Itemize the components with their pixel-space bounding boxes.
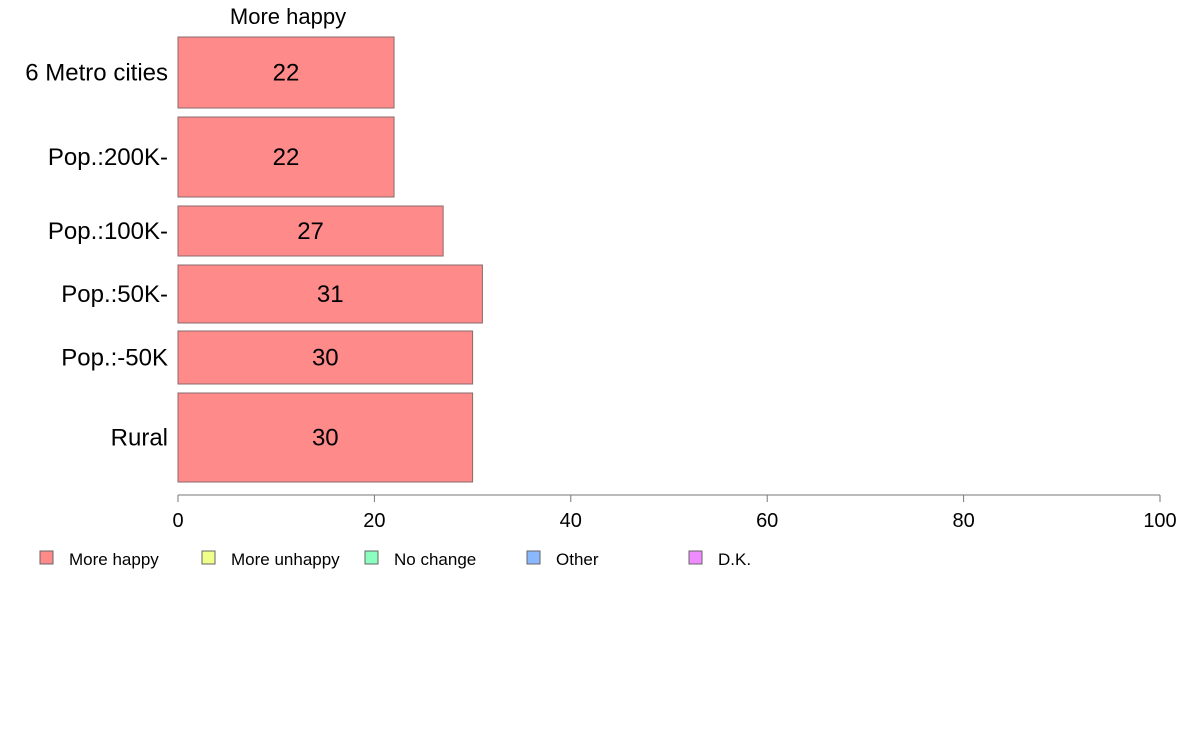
legend-swatch: [364, 550, 379, 565]
bar-value-label: 30: [312, 425, 339, 452]
bars-group: 22 6 Metro cities 22 Pop.:200K- 27 Pop.:100K-…: [25, 36, 483, 483]
x-tick-label: 40: [560, 510, 582, 532]
x-axis: 0 20 40 60 80 100: [172, 494, 1177, 532]
x-tick-label: 80: [952, 510, 974, 532]
legend-swatch: [526, 550, 541, 565]
legend-label: More happy: [69, 550, 159, 569]
category-label: Pop.:100K-: [48, 218, 168, 245]
x-tick-label: 20: [363, 510, 385, 532]
category-label: 6 Metro cities: [25, 60, 168, 87]
category-label: Rural: [111, 425, 168, 452]
legend-swatch: [688, 550, 703, 565]
bar-value-label: 30: [312, 345, 339, 372]
bar-2: [177, 205, 444, 257]
bar-4: [177, 330, 474, 385]
bar-value-label: 27: [297, 218, 324, 245]
legend: More happy More unhappy No change Other D.K.: [39, 550, 751, 569]
bar-value-label: 22: [273, 60, 300, 87]
legend-swatch: [201, 550, 216, 565]
bar-0: [177, 36, 395, 109]
bar-value-label: 22: [273, 144, 300, 171]
x-tick-label: 100: [1143, 510, 1176, 532]
category-label: Pop.:50K-: [61, 281, 168, 308]
bar-5: [177, 392, 474, 483]
x-tick-label: 60: [756, 510, 778, 532]
bar-3: [177, 264, 483, 324]
x-tick-label: 0: [172, 510, 183, 532]
bar-value-label: 31: [317, 281, 344, 308]
legend-label: D.K.: [718, 550, 751, 569]
bar-1: [177, 116, 395, 198]
legend-label: No change: [394, 550, 476, 569]
legend-swatch: [39, 550, 54, 565]
legend-label: More unhappy: [231, 550, 340, 569]
category-label: Pop.:-50K: [61, 345, 168, 372]
legend-label: Other: [556, 550, 599, 569]
category-label: Pop.:200K-: [48, 144, 168, 171]
chart-title: More happy: [230, 4, 346, 29]
